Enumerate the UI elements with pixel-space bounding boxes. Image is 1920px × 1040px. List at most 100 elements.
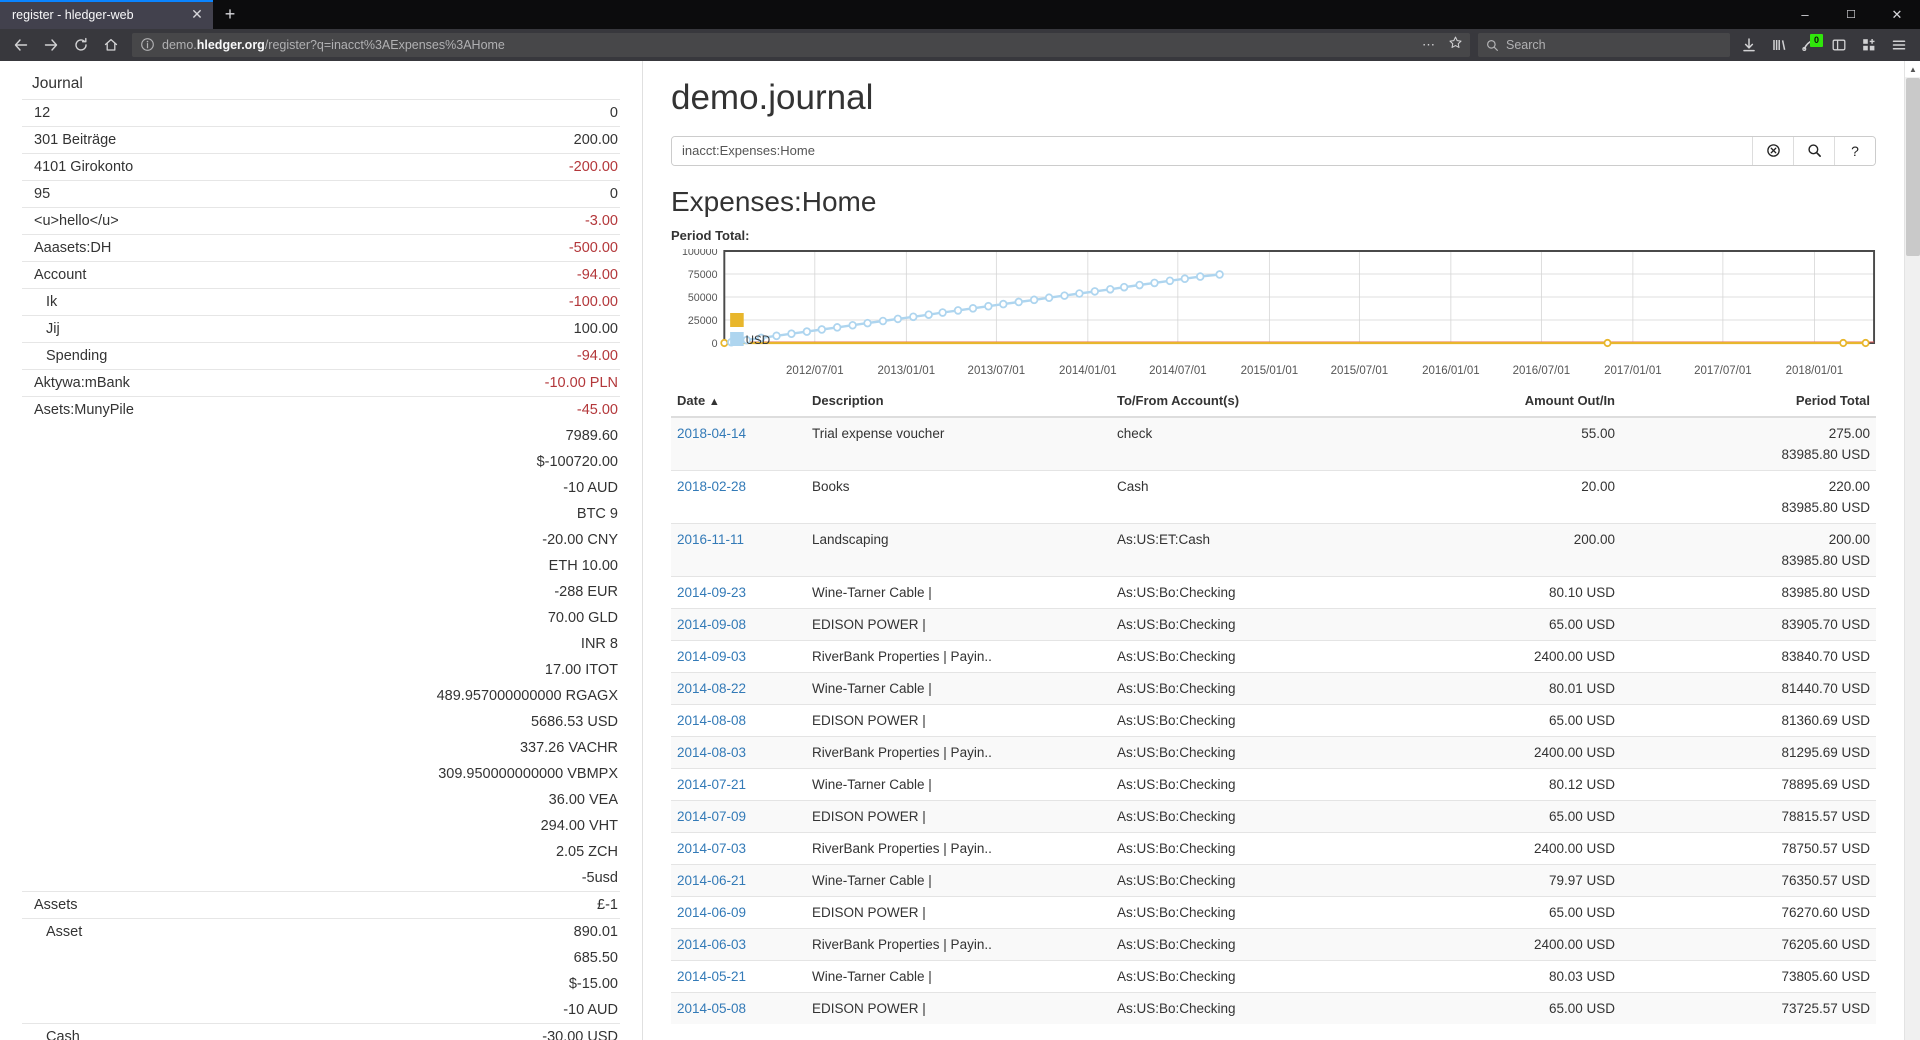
account-row[interactable]: $-100720.00 (22, 449, 620, 475)
date-link[interactable]: 2014-06-21 (677, 872, 747, 888)
date-link[interactable]: 2014-09-08 (677, 616, 747, 632)
table-row[interactable]: 2014-06-03 RiverBank Properties | Payin..… (671, 927, 1876, 960)
cell-date[interactable]: 2014-07-03 (671, 831, 806, 864)
table-row[interactable]: 2014-09-03 RiverBank Properties | Payin..… (671, 639, 1876, 672)
extensions-icon[interactable] (1854, 31, 1884, 59)
reload-icon[interactable] (66, 31, 96, 59)
star-icon[interactable] (1444, 35, 1466, 55)
column-header-description[interactable]: Description (806, 388, 1111, 418)
date-link[interactable]: 2014-07-03 (677, 840, 747, 856)
table-row[interactable]: 2014-07-03 RiverBank Properties | Payin..… (671, 831, 1876, 864)
account-row[interactable]: Asets:MunyPile -45.00 (22, 396, 620, 423)
browser-search-bar[interactable]: Search (1478, 33, 1730, 57)
account-name[interactable]: Spending (22, 342, 250, 370)
account-row[interactable]: <u>hello</u> -3.00 (22, 207, 620, 235)
account-row[interactable]: 5686.53 USD (22, 709, 620, 735)
account-row[interactable]: 95 0 (22, 180, 620, 208)
info-circle-icon[interactable] (140, 37, 156, 53)
clear-query-button[interactable] (1752, 136, 1793, 165)
table-row[interactable]: 2018-04-14 Trial expense voucher check 55.0… (671, 416, 1876, 470)
date-link[interactable]: 2014-06-03 (677, 936, 747, 952)
account-row[interactable]: 301 Beiträge 200.00 (22, 126, 620, 154)
window-maximize-button[interactable]: ☐ (1846, 9, 1856, 21)
window-minimize-button[interactable]: – (1801, 7, 1809, 22)
date-link[interactable]: 2014-07-09 (677, 808, 747, 824)
account-row[interactable]: INR 8 (22, 631, 620, 657)
table-row[interactable]: 2014-06-09 EDISON POWER | As:US:Bo:Checkin… (671, 895, 1876, 928)
sidebar-icon[interactable] (1824, 31, 1854, 59)
cell-date[interactable]: 2014-08-08 (671, 703, 806, 736)
account-row[interactable]: 36.00 VEA (22, 787, 620, 813)
account-name[interactable]: <u>hello</u> (22, 207, 250, 235)
period-total-chart[interactable]: 0 25000 50000 75000 100000 USD (671, 249, 1876, 361)
cell-date[interactable]: 2018-02-28 (671, 469, 806, 523)
account-row[interactable]: 337.26 VACHR (22, 735, 620, 761)
library-icon[interactable] (1764, 31, 1794, 59)
account-name[interactable]: Ik (22, 288, 250, 316)
account-name[interactable]: 12 (22, 99, 250, 127)
help-button[interactable]: ? (1834, 136, 1875, 165)
new-tab-button[interactable]: + (224, 4, 236, 24)
page-scrollbar[interactable]: ▲ (1904, 61, 1920, 1040)
account-row[interactable]: Asset 890.01 (22, 918, 620, 945)
url-text[interactable]: demo.hledger.org/register?q=inacct%3AExp… (162, 38, 1414, 52)
column-header-amount[interactable]: Amount Out/In (1431, 388, 1621, 418)
date-link[interactable]: 2014-06-09 (677, 904, 747, 920)
column-header-period-total[interactable]: Period Total (1621, 388, 1876, 418)
account-row[interactable]: 2.05 ZCH (22, 839, 620, 865)
account-name[interactable]: Asset (22, 918, 250, 945)
scrollbar-thumb[interactable] (1906, 78, 1920, 256)
account-row[interactable]: 12 0 (22, 99, 620, 127)
back-arrow-icon[interactable] (6, 31, 36, 59)
search-button[interactable] (1793, 136, 1834, 165)
app-menu-icon[interactable] (1884, 31, 1914, 59)
table-row[interactable]: 2014-08-22 Wine-Tarner Cable | As:US:Bo:Ch… (671, 671, 1876, 704)
downloads-icon[interactable] (1734, 31, 1764, 59)
table-row[interactable]: 2014-05-08 EDISON POWER | As:US:Bo:Checkin… (671, 991, 1876, 1024)
table-row[interactable]: 2014-07-09 EDISON POWER | As:US:Bo:Checkin… (671, 799, 1876, 832)
account-row[interactable]: $-15.00 (22, 971, 620, 997)
account-row[interactable]: -10 AUD (22, 475, 620, 501)
cell-date[interactable]: 2014-07-09 (671, 799, 806, 832)
account-row[interactable]: Account -94.00 (22, 261, 620, 289)
search-input[interactable] (672, 136, 1752, 165)
account-row[interactable]: 4101 Girokonto -200.00 (22, 153, 620, 181)
account-row[interactable]: 489.957000000000 RGAGX (22, 683, 620, 709)
account-name[interactable]: Jij (22, 315, 250, 343)
account-row[interactable]: Assets £-1 (22, 891, 620, 919)
account-row[interactable]: -20.00 CNY (22, 527, 620, 553)
account-row[interactable]: -5usd (22, 865, 620, 892)
cell-date[interactable]: 2014-09-03 (671, 639, 806, 672)
account-name[interactable]: Cash (22, 1023, 250, 1040)
account-row[interactable]: Aktywa:mBank -10.00 PLN (22, 369, 620, 397)
account-name[interactable]: 4101 Girokonto (22, 153, 250, 181)
ellipsis-icon[interactable]: ⋯ (1422, 37, 1436, 52)
home-icon[interactable] (96, 31, 126, 59)
account-name[interactable]: 95 (22, 180, 250, 208)
table-row[interactable]: 2014-08-03 RiverBank Properties | Payin..… (671, 735, 1876, 768)
account-row[interactable]: Spending -94.00 (22, 342, 620, 370)
account-name[interactable]: Assets (22, 891, 250, 919)
account-name[interactable]: Account (22, 261, 250, 289)
account-row[interactable]: Cash -30.00 USD (22, 1023, 620, 1040)
cell-date[interactable]: 2014-05-21 (671, 959, 806, 992)
account-name[interactable]: Aaasets:DH (22, 234, 250, 262)
account-row[interactable]: BTC 9 (22, 501, 620, 527)
account-row[interactable]: Jij 100.00 (22, 315, 620, 343)
cell-date[interactable]: 2014-08-03 (671, 735, 806, 768)
table-row[interactable]: 2014-08-08 EDISON POWER | As:US:Bo:Checkin… (671, 703, 1876, 736)
date-link[interactable]: 2014-08-22 (677, 680, 747, 696)
cell-date[interactable]: 2014-05-08 (671, 991, 806, 1024)
date-link[interactable]: 2018-02-28 (677, 478, 747, 494)
account-row[interactable]: 17.00 ITOT (22, 657, 620, 683)
table-row[interactable]: 2014-05-21 Wine-Tarner Cable | As:US:Bo:Ch… (671, 959, 1876, 992)
table-row[interactable]: 2014-09-08 EDISON POWER | As:US:Bo:Checkin… (671, 607, 1876, 640)
close-tab-icon[interactable]: ✕ (191, 5, 203, 22)
account-row[interactable]: 70.00 GLD (22, 605, 620, 631)
date-link[interactable]: 2014-08-03 (677, 744, 747, 760)
table-row[interactable]: 2018-02-28 Books Cash 20.00 220.00 83985.80 U… (671, 469, 1876, 523)
window-close-button[interactable]: ✕ (1891, 6, 1903, 22)
account-row[interactable]: -288 EUR (22, 579, 620, 605)
date-link[interactable]: 2014-09-03 (677, 648, 747, 664)
table-row[interactable]: 2014-07-21 Wine-Tarner Cable | As:US:Bo:Ch… (671, 767, 1876, 800)
